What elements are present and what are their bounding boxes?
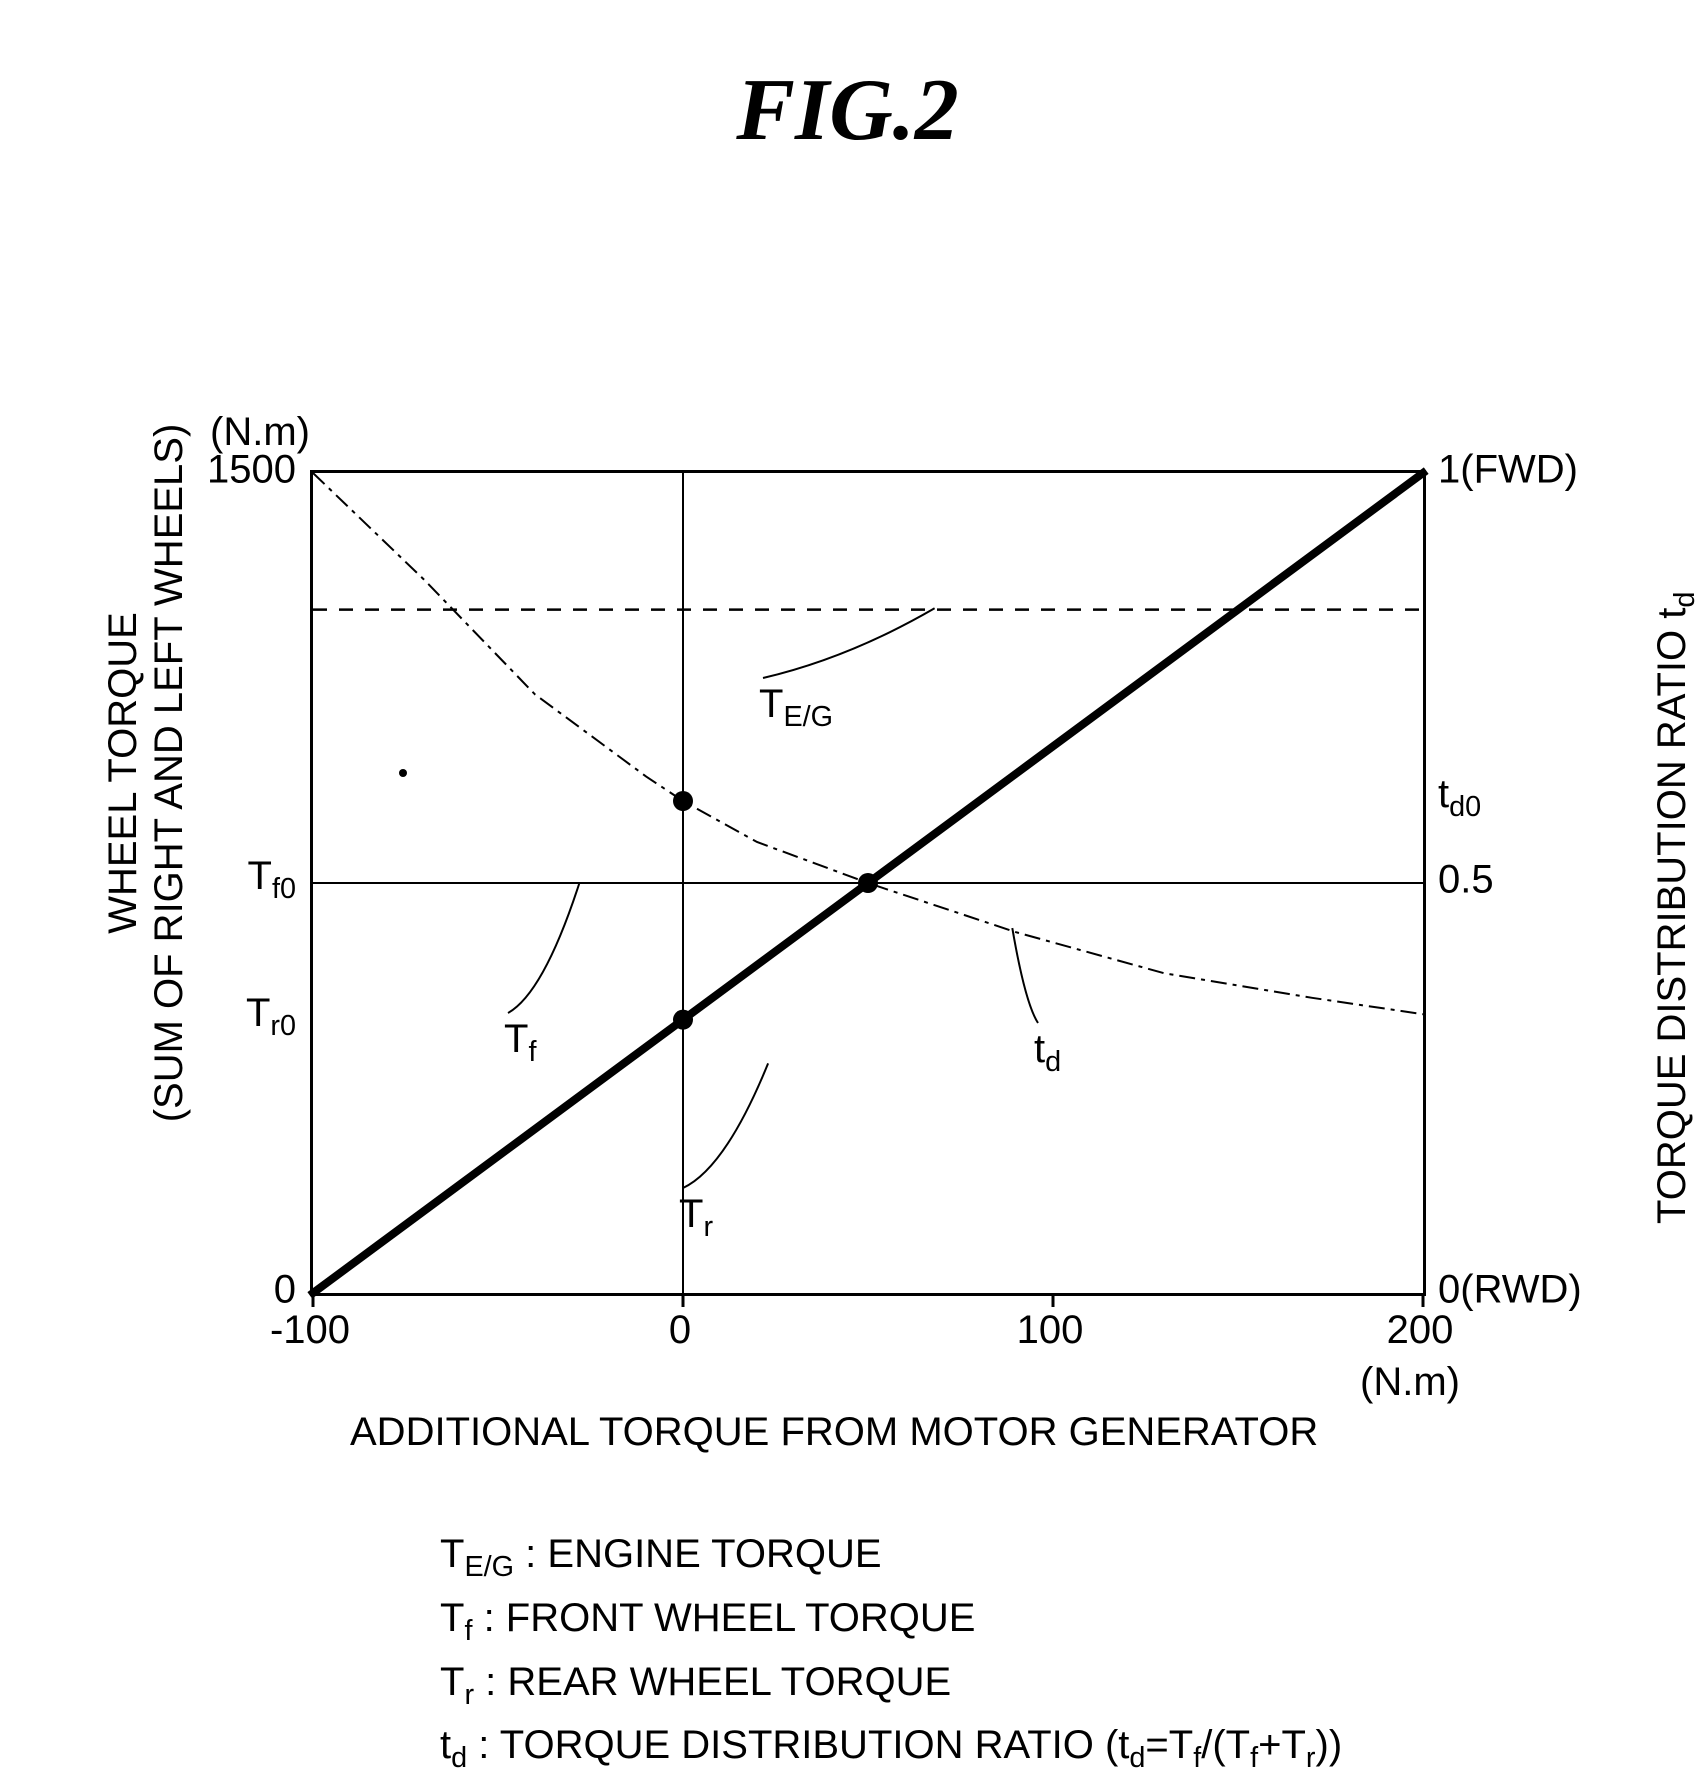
legend-line: Tr : REAR WHEEL TORQUE: [440, 1653, 1342, 1717]
x-tick-label: 200: [1387, 1308, 1454, 1353]
x-tick-label: 0: [669, 1308, 691, 1353]
legend-line: Tf : FRONT WHEEL TORQUE: [440, 1589, 1342, 1653]
chart-plot-area: TE/GTftdTr: [310, 470, 1426, 1296]
y-right-title: TORQUE DISTRIBUTION RATIO td: [1650, 592, 1695, 1224]
y-left-title-line1: WHEEL TORQUE: [100, 613, 146, 935]
y-left-tick-label: 0: [274, 1268, 296, 1313]
chart-svg: TE/GTftdTr: [313, 473, 1423, 1293]
y-right-title-text: TORQUE DISTRIBUTION RATIO t: [1650, 608, 1694, 1224]
y-left-title: WHEEL TORQUE (SUM OF RIGHT AND LEFT WHEE…: [100, 404, 192, 1142]
y-right-tick-label: 1(FWD): [1438, 448, 1578, 493]
y-right-tick-label: td0: [1438, 772, 1481, 824]
y-left-tick-label: Tr0: [246, 991, 296, 1043]
y-left-tick-label: Tf0: [248, 854, 296, 906]
legend-line: td : TORQUE DISTRIBUTION RATIO (td=Tf/(T…: [440, 1716, 1342, 1780]
x-tick-label: 100: [1017, 1308, 1084, 1353]
y-left-tick-label: 1500: [207, 448, 296, 493]
x-unit-right: (N.m): [1360, 1360, 1460, 1405]
legend-block: TE/G : ENGINE TORQUETf : FRONT WHEEL TOR…: [440, 1525, 1342, 1780]
x-title: ADDITIONAL TORQUE FROM MOTOR GENERATOR: [350, 1410, 1318, 1455]
legend-line: TE/G : ENGINE TORQUE: [440, 1525, 1342, 1589]
y-right-title-sub: d: [1669, 592, 1695, 608]
page: FIG.2 (N.m) WHEEL TORQUE (SUM OF RIGHT A…: [0, 0, 1695, 1760]
y-right-tick-label: 0(RWD): [1438, 1268, 1582, 1313]
y-right-tick-label: 0.5: [1438, 858, 1494, 903]
x-tick-label: -100: [270, 1308, 350, 1353]
figure-title: FIG.2: [0, 60, 1695, 161]
y-left-title-line2: (SUM OF RIGHT AND LEFT WHEELS): [146, 424, 192, 1123]
